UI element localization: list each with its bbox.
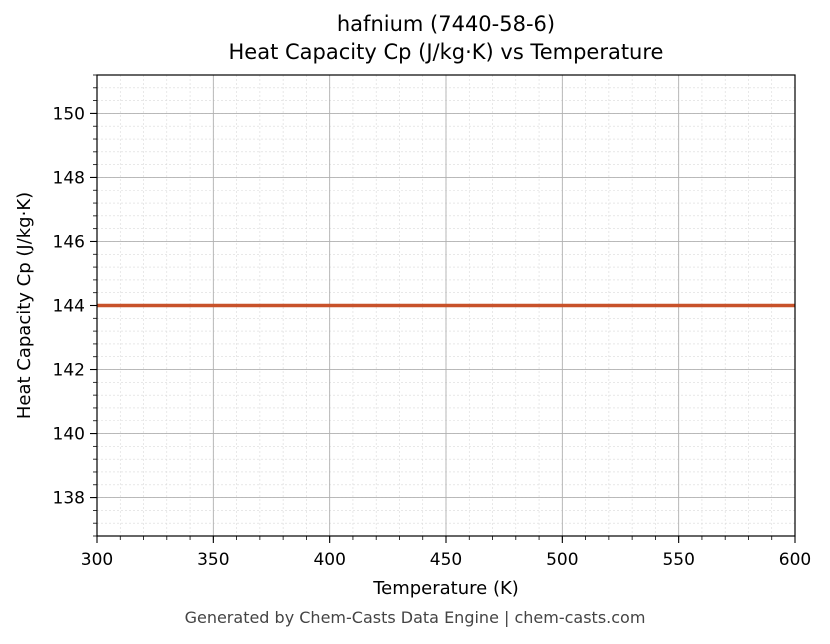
x-axis-label: Temperature (K) bbox=[372, 578, 519, 599]
chart-subtitle: Heat Capacity Cp (J/kg·K) vs Temperature bbox=[228, 40, 664, 64]
footer-credit: Generated by Chem-Casts Data Engine | ch… bbox=[184, 608, 646, 627]
x-tick-label: 350 bbox=[197, 550, 229, 570]
y-tick-label: 144 bbox=[53, 297, 85, 317]
y-tick-label: 150 bbox=[53, 104, 85, 124]
y-tick-label: 148 bbox=[53, 168, 85, 188]
x-tick-label: 500 bbox=[546, 550, 578, 570]
y-axis-label: Heat Capacity Cp (J/kg·K) bbox=[14, 192, 35, 419]
x-tick-label: 300 bbox=[81, 550, 113, 570]
y-tick-label: 146 bbox=[53, 232, 85, 252]
x-tick-label: 450 bbox=[430, 550, 462, 570]
chart-title: hafnium (7440-58-6) bbox=[336, 12, 556, 36]
y-tick-label: 140 bbox=[53, 425, 85, 445]
x-tick-label: 400 bbox=[313, 550, 345, 570]
y-tick-label: 138 bbox=[53, 489, 85, 509]
y-tick-label: 142 bbox=[53, 361, 85, 381]
x-tick-label: 600 bbox=[779, 550, 811, 570]
x-tick-label: 550 bbox=[662, 550, 694, 570]
